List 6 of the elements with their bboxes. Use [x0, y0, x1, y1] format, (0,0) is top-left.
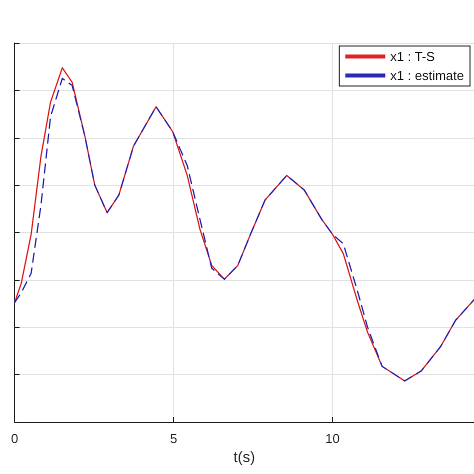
x-tick-label: 0 [11, 431, 18, 446]
x-tick-label: 5 [170, 431, 178, 446]
x-axis-title: t(s) [233, 448, 256, 466]
legend-label: x1 : T-S [390, 49, 436, 64]
legend-label: x1 : estimate [390, 68, 464, 83]
x-tick-label: 10 [325, 431, 340, 446]
